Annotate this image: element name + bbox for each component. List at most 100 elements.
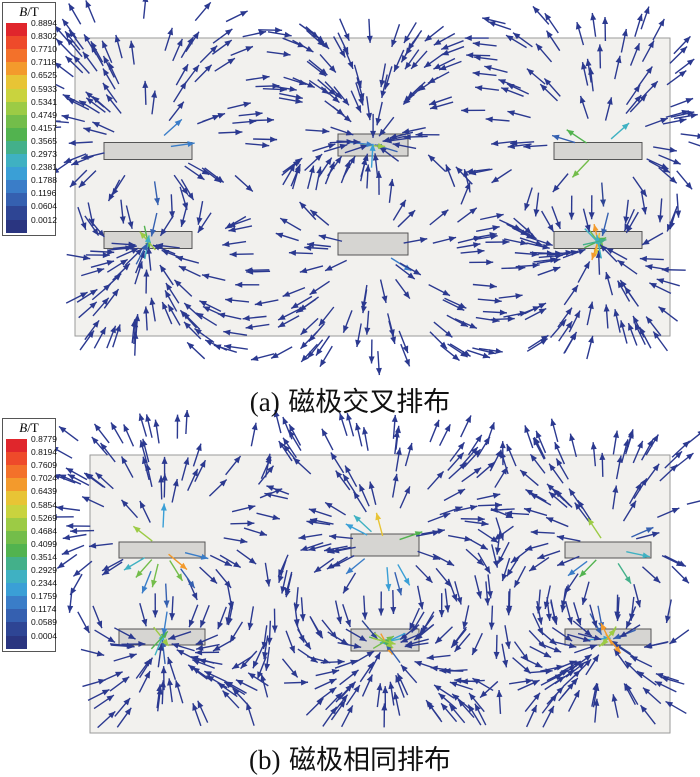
field-arrow-head [686, 453, 694, 460]
field-arrow-head [271, 625, 278, 633]
field-arrow-head [456, 304, 465, 311]
field-arrow [168, 630, 192, 640]
field-arrow-head [330, 706, 337, 715]
field-arrow [306, 165, 315, 189]
field-arrow [511, 227, 534, 240]
field-arrow-head [634, 43, 640, 51]
field-arrow [90, 249, 115, 256]
field-arrow-head [569, 660, 577, 667]
field-arrow-head [311, 31, 319, 39]
field-arrow [101, 561, 123, 576]
field-arrow [308, 508, 332, 518]
field-arrow [579, 95, 589, 119]
field-arrow-head [94, 423, 102, 432]
field-arrow-head [274, 488, 283, 495]
field-arrow [625, 84, 641, 106]
field-arrow-head [537, 553, 545, 560]
field-arrow-head [462, 621, 469, 629]
field-arrow [114, 34, 123, 59]
field-arrow-head [65, 56, 73, 64]
field-arrow-head [225, 297, 233, 304]
field-arrow-head [379, 146, 387, 154]
field-arrow-head [177, 101, 184, 110]
field-arrow [445, 164, 456, 188]
field-arrow [149, 297, 156, 322]
field-arrow-head [482, 352, 491, 359]
field-arrow [356, 77, 365, 101]
field-arrow [424, 25, 445, 42]
field-arrow-head [455, 166, 463, 174]
field-arrow-head [546, 250, 554, 257]
field-arrow [230, 520, 255, 527]
legend-tick-label: 0.4099 [31, 538, 57, 549]
field-arrow-head [553, 646, 562, 653]
field-arrow [169, 596, 176, 621]
field-arrow [676, 170, 693, 190]
field-arrow-head [242, 315, 250, 322]
field-arrow-head [595, 627, 602, 635]
field-arrow [397, 564, 411, 586]
field-arrow-head [265, 453, 272, 462]
field-arrow-head [103, 284, 111, 291]
field-arrow [227, 101, 251, 110]
field-arrow [506, 83, 530, 95]
field-arrow [476, 461, 496, 479]
legend-tick-label: 0.1174 [31, 604, 57, 615]
field-arrow-head [608, 629, 616, 637]
field-arrow [391, 473, 399, 498]
field-arrow [652, 18, 665, 41]
field-arrow-head [91, 436, 99, 445]
field-arrow-head [304, 244, 312, 251]
field-arrow [632, 315, 645, 338]
field-arrow-head [510, 140, 518, 146]
field-arrow-head [195, 649, 203, 656]
field-arrow [393, 691, 401, 716]
field-arrow [568, 310, 581, 333]
field-arrow [88, 542, 113, 549]
field-arrow [600, 182, 607, 207]
field-arrow [573, 602, 582, 626]
field-arrow-head [575, 22, 582, 30]
field-arrow-head [570, 249, 579, 256]
field-arrow [72, 560, 93, 577]
field-arrow [324, 501, 346, 516]
field-arrow [639, 704, 656, 725]
field-arrow-head [476, 558, 484, 566]
field-arrow-head [143, 659, 151, 667]
field-arrow [501, 643, 509, 668]
field-arrow-head [544, 78, 552, 86]
field-arrow-head [247, 504, 256, 511]
field-arrow [85, 252, 110, 259]
field-arrow-head [298, 534, 306, 541]
field-arrow [195, 649, 220, 656]
field-arrow [139, 500, 151, 523]
field-arrow [168, 553, 188, 571]
field-arrow-head [452, 353, 460, 361]
field-arrow [161, 473, 168, 498]
field-arrow-head [551, 615, 558, 624]
field-arrow [81, 496, 105, 508]
field-arrow [372, 637, 396, 646]
field-arrow-head [156, 684, 163, 692]
field-arrow [476, 436, 491, 458]
field-arrow [218, 129, 243, 136]
field-arrow-head [240, 11, 248, 17]
field-arrow-head [433, 63, 442, 70]
field-arrow-head [679, 117, 687, 124]
field-arrow-head [537, 617, 544, 625]
field-arrow-head [600, 199, 607, 207]
field-arrow-head [121, 499, 129, 508]
field-arrow [271, 608, 278, 633]
field-arrow-head [550, 694, 557, 702]
field-arrow-head [649, 282, 657, 289]
field-arrow [429, 209, 449, 226]
field-arrow-head [555, 490, 563, 498]
field-arrow [245, 323, 270, 330]
field-arrow-head [68, 139, 76, 146]
field-arrow [632, 176, 648, 197]
legend-tick-label: 0.0589 [31, 617, 57, 628]
legend-tick-label: 0.4749 [31, 109, 57, 120]
field-arrow [165, 282, 180, 304]
field-arrow-head [196, 644, 204, 651]
field-arrow [515, 262, 540, 269]
